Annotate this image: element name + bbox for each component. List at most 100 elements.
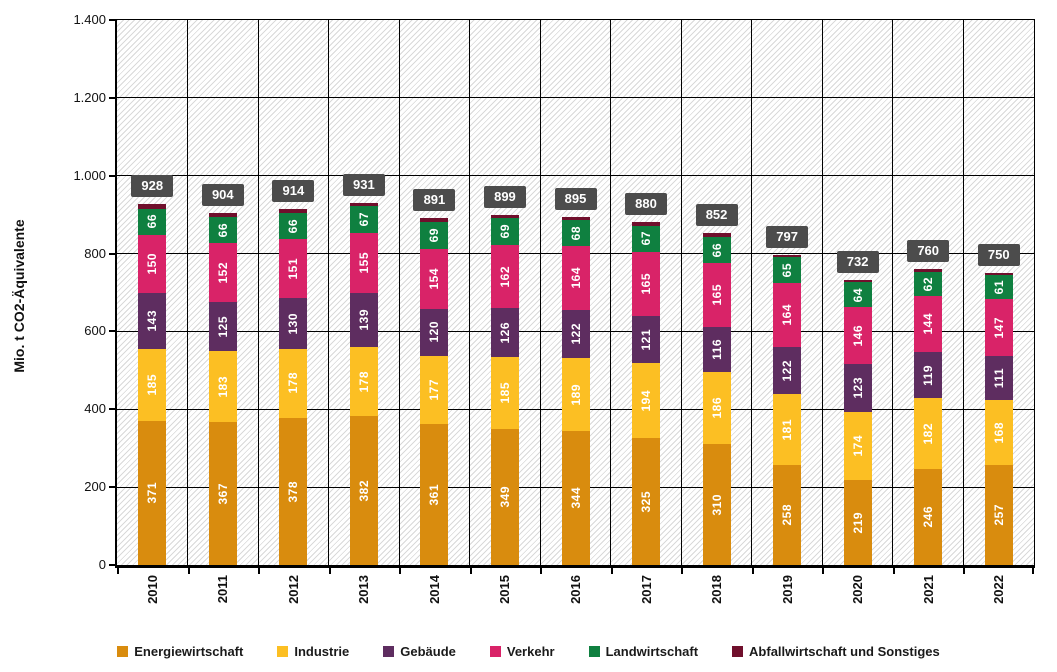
bar-2021-industrie: 182	[914, 398, 943, 470]
bar-value-2013-gebäude: 139	[356, 309, 371, 331]
x-axis-label-text-2017: 2017	[638, 575, 654, 604]
x-axis-tick-10	[822, 568, 825, 574]
y-axis-label-200: 200	[84, 479, 106, 495]
bar-2015-energiewirtschaft: 349	[490, 429, 519, 565]
bar-2020-verkehr: 146	[843, 307, 872, 365]
bar-2013-verkehr: 155	[349, 232, 378, 293]
bar-value-2020-gebäude: 123	[850, 377, 865, 399]
bar-2017-verkehr: 165	[632, 251, 661, 316]
bar-2012-industrie: 178	[279, 348, 308, 418]
x-axis-label-text-2018: 2018	[709, 575, 725, 604]
legend-swatch-icon-energiewirtschaft	[117, 645, 129, 657]
gridline-v-11	[892, 20, 894, 565]
bar-2017-energiewirtschaft: 325	[632, 438, 661, 565]
legend-label-abfallwirtschaft-und-sonstiges: Abfallwirtschaft und Sonstiges	[749, 643, 940, 659]
bar-2011-landwirtschaft: 66	[208, 217, 237, 244]
bar-2020-abfallwirtschaft-und-sonstiges	[843, 280, 872, 283]
bar-value-2022-industrie: 168	[991, 421, 1006, 444]
bar-value-2016-landwirtschaft: 68	[568, 225, 583, 241]
bar-value-2016-gebäude: 122	[568, 323, 583, 345]
bar-2022-abfallwirtschaft-und-sonstiges	[984, 273, 1013, 276]
legend-swatch-icon-landwirtschaft	[588, 645, 600, 657]
bar-value-2021-landwirtschaft: 62	[921, 276, 936, 292]
legend-swatch-icon-gebäude	[383, 645, 395, 657]
gridline-h-1000	[117, 175, 1034, 177]
bar-value-2014-industrie: 177	[427, 379, 442, 401]
legend-swatch-icon-industrie	[277, 645, 289, 657]
legend-item-energiewirtschaft: Energiewirtschaft	[117, 644, 243, 659]
x-axis-tick-6	[540, 568, 543, 574]
total-label-2014: 891	[413, 189, 456, 212]
y-axis-title-text: Mio. t CO2-Äquivalente	[11, 219, 27, 373]
bar-2010-landwirtschaft: 66	[138, 208, 167, 235]
bar-value-2011-energiewirtschaft: 367	[215, 482, 230, 505]
bar-2017-landwirtschaft: 67	[632, 225, 661, 252]
y-axis-tick-1400	[109, 19, 115, 21]
bar-2019-abfallwirtschaft-und-sonstiges	[773, 254, 802, 258]
bar-2014-industrie: 177	[420, 355, 449, 425]
bar-2010-gebäude: 143	[138, 292, 167, 349]
gridline-v-6	[539, 20, 541, 565]
legend-swatch-icon-abfallwirtschaft-und-sonstiges	[732, 645, 744, 657]
bar-value-2012-landwirtschaft: 66	[286, 219, 301, 234]
y-axis-title: Mio. t CO2-Äquivalente	[11, 146, 33, 446]
total-label-2010: 928	[131, 174, 174, 197]
x-axis-label-text-2015: 2015	[497, 575, 513, 604]
y-axis-label-1400: 1.400	[73, 12, 106, 27]
bar-2015-industrie: 185	[490, 357, 519, 430]
bar-value-2013-energiewirtschaft: 382	[356, 479, 371, 502]
bar-2013-abfallwirtschaft-und-sonstiges	[349, 202, 378, 207]
x-axis-label-text-2014: 2014	[426, 575, 442, 604]
legend-item-landwirtschaft: Landwirtschaft	[588, 644, 698, 659]
bar-2016-landwirtschaft: 68	[561, 219, 590, 247]
bar-2011-verkehr: 152	[208, 243, 237, 303]
bar-value-2014-energiewirtschaft: 361	[427, 483, 442, 506]
bar-value-2017-industrie: 194	[639, 389, 654, 412]
bar-value-2011-industrie: 183	[215, 375, 230, 398]
bar-value-2022-landwirtschaft: 61	[991, 280, 1006, 295]
bar-2022-verkehr: 147	[984, 299, 1013, 357]
x-axis-label-2016: 2016	[556, 575, 596, 623]
total-label-2021: 760	[907, 240, 950, 263]
bar-value-2010-energiewirtschaft: 371	[145, 482, 160, 504]
bar-2020-landwirtschaft: 64	[843, 282, 872, 308]
x-axis-tick-2	[258, 568, 261, 574]
bar-2018-abfallwirtschaft-und-sonstiges	[702, 233, 731, 237]
gridline-v-2	[257, 20, 259, 565]
bar-2019-landwirtschaft: 65	[773, 257, 802, 283]
bar-2010-energiewirtschaft: 371	[138, 420, 167, 565]
bar-2012-energiewirtschaft: 378	[279, 417, 308, 565]
gridline-v-9	[751, 20, 753, 565]
y-axis-label-1200: 1.200	[73, 89, 106, 105]
y-axis-label-800: 800	[84, 245, 106, 261]
bar-2014-verkehr: 154	[420, 248, 449, 309]
x-axis-tick-0	[117, 568, 119, 574]
bar-value-2017-verkehr: 165	[639, 272, 654, 295]
bar-value-2019-verkehr: 164	[780, 303, 795, 326]
bar-2014-gebäude: 120	[420, 308, 449, 356]
bar-value-2019-landwirtschaft: 65	[780, 262, 795, 278]
x-axis-tick-11	[892, 568, 895, 574]
x-axis-label-2013: 2013	[344, 575, 384, 623]
bar-2012-gebäude: 130	[279, 297, 308, 349]
legend-swatch-icon-verkehr	[489, 645, 501, 657]
bar-2010-verkehr: 150	[138, 234, 167, 293]
bar-2018-energiewirtschaft: 310	[702, 444, 731, 565]
bar-value-2021-gebäude: 119	[921, 364, 936, 386]
bar-value-2022-verkehr: 147	[991, 316, 1006, 339]
bar-2016-gebäude: 122	[561, 310, 590, 358]
bar-value-2018-energiewirtschaft: 310	[709, 493, 724, 516]
gridline-v-10	[821, 20, 823, 565]
bar-value-2016-industrie: 189	[568, 383, 583, 406]
total-label-2020: 732	[836, 251, 879, 274]
plot-area: 0 200 400 600 800 1.000 1.200 1.400 371 185 143 150…	[73, 12, 1035, 604]
x-axis-tick-5	[469, 568, 472, 574]
total-label-2015: 899	[483, 186, 526, 209]
gridline-h-1200	[117, 97, 1034, 99]
legend-item-verkehr: Verkehr	[489, 644, 555, 659]
bar-value-2019-industrie: 181	[780, 418, 795, 441]
bar-value-2021-industrie: 182	[921, 423, 936, 445]
bar-2021-gebäude: 119	[914, 352, 943, 399]
bar-2019-verkehr: 164	[773, 282, 802, 347]
